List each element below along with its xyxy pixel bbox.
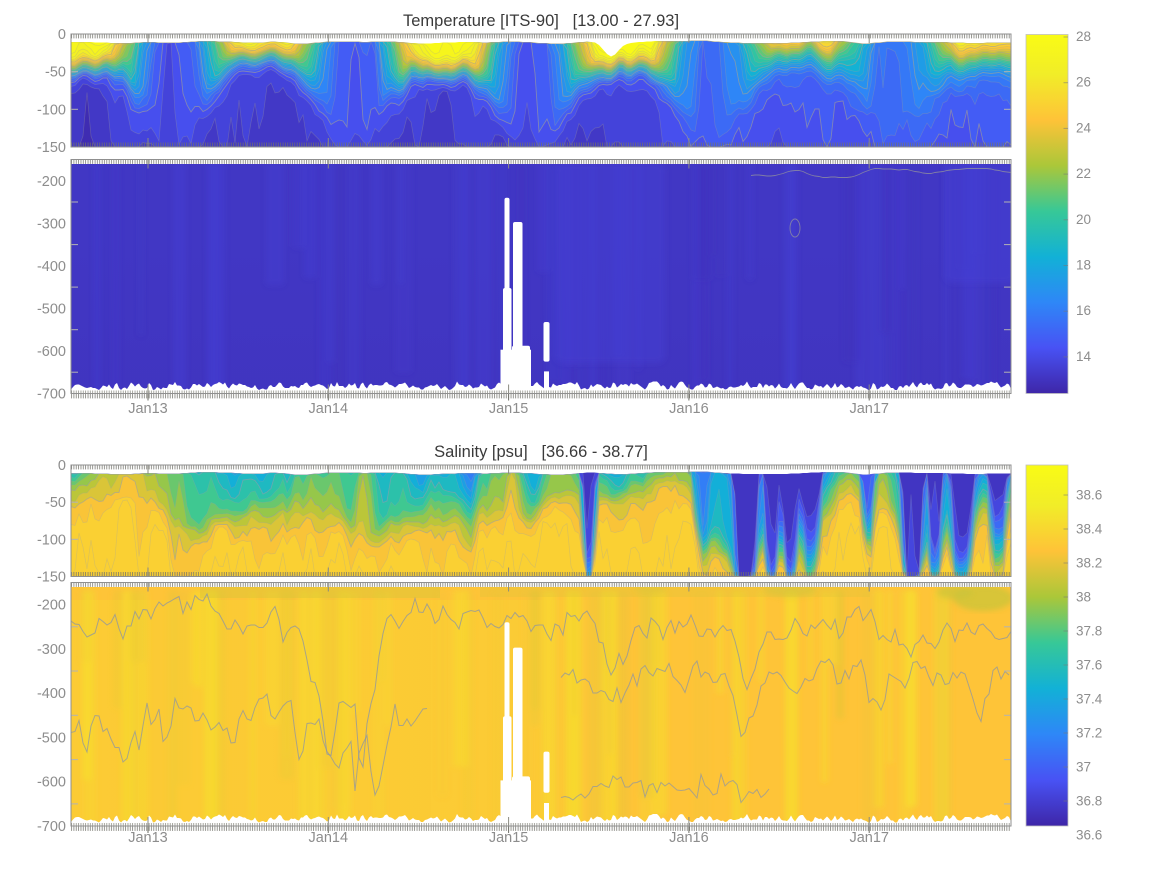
svg-text:38: 38: [1076, 590, 1091, 605]
svg-text:Jan15: Jan15: [489, 401, 529, 417]
svg-text:14: 14: [1076, 349, 1092, 364]
svg-text:24: 24: [1076, 120, 1092, 135]
svg-text:36.6: 36.6: [1076, 828, 1102, 843]
svg-text:Jan13: Jan13: [128, 401, 168, 417]
svg-text:-200: -200: [37, 598, 66, 614]
svg-text:Jan17: Jan17: [849, 401, 889, 417]
svg-text:Jan16: Jan16: [669, 401, 709, 417]
svg-text:37: 37: [1076, 760, 1091, 775]
svg-text:Jan14: Jan14: [309, 830, 349, 846]
svg-text:-500: -500: [37, 731, 66, 747]
svg-text:18: 18: [1076, 258, 1091, 273]
svg-text:-700: -700: [37, 387, 66, 403]
svg-text:-700: -700: [37, 819, 66, 835]
svg-text:28: 28: [1076, 29, 1091, 44]
svg-text:Jan13: Jan13: [128, 830, 168, 846]
svg-text:-600: -600: [37, 344, 66, 360]
svg-text:-50: -50: [45, 495, 66, 511]
svg-text:-300: -300: [37, 216, 66, 232]
svg-text:-500: -500: [37, 301, 66, 317]
svg-text:-300: -300: [37, 642, 66, 658]
svg-text:37.6: 37.6: [1076, 658, 1102, 673]
svg-text:Salinity [psu] [36.66 - 38.7: Salinity [psu] [36.66 - 38.77]: [434, 443, 648, 461]
svg-text:20: 20: [1076, 212, 1091, 227]
svg-text:-200: -200: [37, 174, 66, 190]
svg-text:Jan14: Jan14: [309, 401, 349, 417]
svg-text:-150: -150: [37, 140, 66, 156]
svg-text:36.8: 36.8: [1076, 794, 1102, 809]
svg-text:Jan15: Jan15: [489, 830, 529, 846]
svg-text:Jan16: Jan16: [669, 830, 709, 846]
svg-text:-50: -50: [45, 65, 66, 81]
svg-text:22: 22: [1076, 166, 1091, 181]
svg-text:37.4: 37.4: [1076, 692, 1103, 707]
svg-text:38.6: 38.6: [1076, 488, 1102, 503]
svg-text:Jan17: Jan17: [849, 830, 889, 846]
svg-text:37.8: 37.8: [1076, 624, 1102, 639]
svg-text:-400: -400: [37, 259, 66, 275]
svg-text:-100: -100: [37, 102, 66, 118]
svg-text:-600: -600: [37, 775, 66, 791]
svg-text:-400: -400: [37, 686, 66, 702]
svg-text:-100: -100: [37, 532, 66, 548]
svg-text:0: 0: [58, 27, 66, 43]
svg-text:-150: -150: [37, 570, 66, 586]
svg-text:37.2: 37.2: [1076, 726, 1102, 741]
svg-text:38.2: 38.2: [1076, 556, 1102, 571]
svg-text:26: 26: [1076, 75, 1091, 90]
svg-text:38.4: 38.4: [1076, 522, 1103, 537]
svg-text:16: 16: [1076, 303, 1091, 318]
svg-text:Temperature [ITS-90] [13.00: Temperature [ITS-90] [13.00 - 27.93]: [403, 12, 679, 30]
svg-text:0: 0: [58, 458, 66, 474]
